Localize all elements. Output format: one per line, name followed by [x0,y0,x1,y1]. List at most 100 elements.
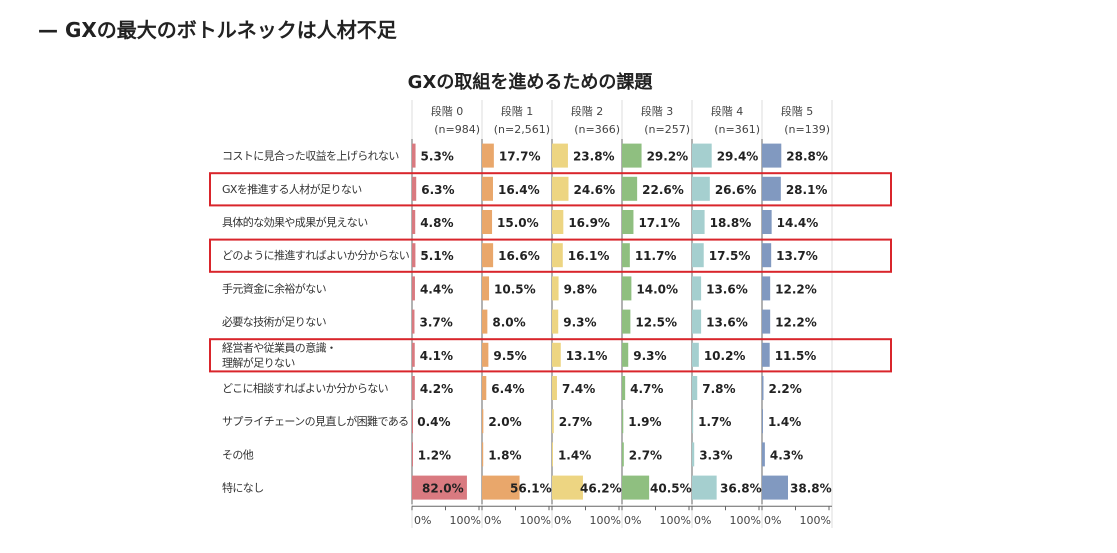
bar [552,409,554,434]
data-label: 1.8% [488,448,521,462]
x-tick-label: 100% [660,514,691,527]
data-label: 4.4% [420,282,453,296]
x-tick-label: 100% [800,514,831,527]
data-label: 0.4% [417,415,450,429]
data-label: 46.2% [580,482,622,496]
data-label: 6.4% [491,382,524,396]
data-label: 7.4% [562,382,595,396]
x-tick-label: 100% [450,514,481,527]
bar [692,176,710,201]
bar [692,276,702,301]
bar [412,342,415,367]
row-label: 具体的な効果や成果が見えない [222,215,368,229]
highlight-box [209,172,892,207]
bar [412,143,416,168]
bar [762,342,770,367]
data-label: 5.1% [420,249,453,263]
bar [762,143,782,168]
data-label: 2.7% [559,415,592,429]
bar [412,276,415,301]
panel-n: (n=2,561) [494,123,550,136]
data-label: 13.7% [776,249,818,263]
bar [762,210,772,234]
x-tick-label: 100% [730,514,761,527]
data-label: 1.4% [768,415,801,429]
data-label: 16.6% [498,249,540,263]
bar [622,342,629,367]
panel-n: (n=366) [574,123,620,136]
data-label: 40.5% [650,482,692,496]
data-label: 29.4% [717,150,759,164]
bar [692,143,712,168]
data-label: 14.4% [777,216,819,230]
bar [482,276,490,301]
bar [482,243,494,268]
bar [622,143,642,168]
row-label: どのように推進すればよいか分からない [222,248,410,262]
bar [552,309,559,334]
data-label: 82.0% [422,482,464,496]
bar [412,243,416,268]
data-label: 9.3% [633,349,666,363]
bar [762,475,788,500]
data-label: 23.8% [573,150,615,164]
data-label: 15.0% [497,216,539,230]
panel-header: 段階 1 [501,104,534,118]
row-label: 特になし [222,481,264,495]
bar [762,376,764,400]
bar [412,442,413,467]
bar [412,309,415,334]
data-label: 13.6% [706,282,748,296]
data-label: 12.2% [775,282,817,296]
data-label: 1.9% [628,415,661,429]
data-label: 12.5% [635,316,677,330]
data-label: 10.2% [704,349,746,363]
panel-n: (n=257) [644,123,690,136]
bar [482,376,487,400]
bar [622,176,638,201]
x-tick-label: 0% [414,514,431,527]
bar [692,409,694,434]
data-label: 56.1% [510,482,552,496]
bar [412,376,415,400]
data-label: 4.1% [420,349,453,363]
bar [692,442,695,467]
data-label: 10.5% [494,282,536,296]
row-label: どこに相談すればよいか分からない [222,381,389,395]
bar [412,475,467,500]
data-label: 13.6% [706,316,748,330]
data-label: 17.5% [709,249,751,263]
data-label: 7.8% [702,382,735,396]
x-tick-label: 0% [554,514,571,527]
data-label: 2.2% [768,382,801,396]
data-label: 17.1% [638,216,680,230]
bar [692,342,699,367]
bar [482,176,493,201]
data-label: 1.4% [558,448,591,462]
data-label: 13.1% [566,349,608,363]
data-label: 16.9% [568,216,610,230]
data-label: 6.3% [421,183,454,197]
row-label: 理解が足りない [222,355,295,369]
data-label: 4.2% [420,382,453,396]
bar [692,210,705,234]
bar [482,143,494,168]
bar [552,143,568,168]
data-label: 28.8% [786,150,828,164]
data-label: 5.3% [421,150,454,164]
x-tick-label: 0% [764,514,781,527]
x-tick-label: 100% [520,514,551,527]
bar [552,376,557,400]
data-label: 2.7% [629,448,662,462]
bar [692,309,702,334]
panel-n: (n=361) [714,123,760,136]
bar [552,210,564,234]
data-label: 26.6% [715,183,757,197]
bar [762,176,781,201]
panel-header: 段階 4 [711,104,744,118]
data-label: 16.4% [498,183,540,197]
data-label: 3.3% [699,448,732,462]
bar [412,409,413,434]
bar [552,276,559,301]
bar [482,210,493,234]
